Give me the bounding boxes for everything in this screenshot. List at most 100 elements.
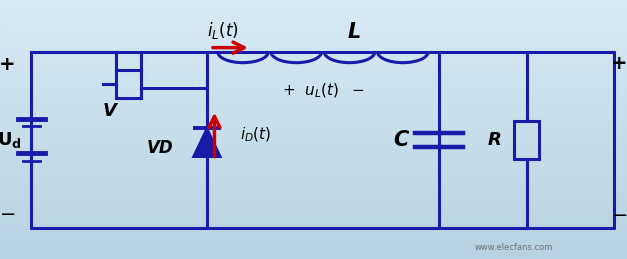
- Bar: [0, 91, 627, 93]
- Bar: [0, 163, 627, 166]
- Bar: [0, 140, 627, 142]
- Bar: [0, 130, 627, 132]
- Polygon shape: [193, 128, 221, 157]
- Bar: [0, 181, 627, 184]
- Bar: [0, 39, 627, 41]
- Bar: [0, 5, 627, 8]
- Text: V: V: [103, 102, 117, 120]
- Text: www.elecfans.com: www.elecfans.com: [475, 243, 553, 252]
- Bar: [0, 93, 627, 96]
- Bar: [0, 109, 627, 111]
- Bar: [0, 166, 627, 168]
- Bar: [0, 192, 627, 194]
- Bar: [514, 121, 539, 159]
- Bar: [0, 254, 627, 256]
- Text: +: +: [611, 54, 627, 73]
- Bar: [0, 168, 627, 171]
- Bar: [0, 65, 627, 67]
- Bar: [0, 18, 627, 21]
- Text: $i_D(t)$: $i_D(t)$: [240, 125, 271, 144]
- Bar: [0, 251, 627, 254]
- Bar: [0, 194, 627, 197]
- Bar: [0, 223, 627, 225]
- Bar: [0, 241, 627, 243]
- Bar: [0, 158, 627, 161]
- Bar: [0, 205, 627, 207]
- Bar: [0, 238, 627, 241]
- Bar: [0, 114, 627, 117]
- Bar: [0, 184, 627, 186]
- Bar: [0, 148, 627, 150]
- Bar: [0, 189, 627, 192]
- Bar: [0, 197, 627, 199]
- Bar: [0, 174, 627, 176]
- Bar: [0, 57, 627, 60]
- Bar: [0, 67, 627, 70]
- Bar: [0, 153, 627, 155]
- Bar: [0, 231, 627, 233]
- Bar: [0, 34, 627, 36]
- Bar: [0, 88, 627, 91]
- Bar: [0, 135, 627, 137]
- Bar: [0, 225, 627, 228]
- Bar: [0, 218, 627, 220]
- Bar: [0, 26, 627, 28]
- Bar: [0, 0, 627, 3]
- Bar: [0, 207, 627, 210]
- Bar: [0, 249, 627, 251]
- Bar: [0, 142, 627, 145]
- Bar: [0, 132, 627, 135]
- Bar: [0, 60, 627, 62]
- Bar: [0, 246, 627, 249]
- Bar: [0, 179, 627, 181]
- Bar: [0, 54, 627, 57]
- Bar: [0, 10, 627, 13]
- Bar: [0, 41, 627, 44]
- Text: VD: VD: [147, 139, 173, 157]
- Bar: [0, 31, 627, 34]
- Bar: [0, 111, 627, 114]
- Bar: [0, 176, 627, 179]
- Bar: [0, 186, 627, 189]
- Bar: [0, 23, 627, 26]
- Bar: [0, 150, 627, 153]
- Bar: [0, 36, 627, 39]
- Bar: [0, 228, 627, 231]
- Bar: [0, 137, 627, 140]
- Bar: [0, 145, 627, 148]
- Bar: [0, 21, 627, 23]
- Text: L: L: [347, 22, 361, 42]
- Text: +: +: [0, 55, 16, 74]
- Bar: [0, 122, 627, 124]
- Bar: [0, 212, 627, 215]
- Bar: [0, 210, 627, 212]
- Bar: [0, 104, 627, 106]
- Bar: [0, 124, 627, 127]
- Text: $-$: $-$: [611, 204, 627, 223]
- Bar: [0, 236, 627, 238]
- Text: $i_L(t)$: $i_L(t)$: [207, 19, 238, 41]
- Bar: [0, 98, 627, 101]
- Bar: [0, 220, 627, 223]
- Bar: [0, 8, 627, 10]
- Bar: [0, 70, 627, 73]
- Text: $\mathbf{U_d}$: $\mathbf{U_d}$: [0, 130, 22, 150]
- Text: C: C: [394, 130, 409, 150]
- Bar: [0, 73, 627, 75]
- Bar: [0, 96, 627, 98]
- Bar: [0, 3, 627, 5]
- Bar: [0, 243, 627, 246]
- Bar: [0, 83, 627, 85]
- Bar: [0, 85, 627, 88]
- Bar: [0, 202, 627, 205]
- Bar: [0, 106, 627, 109]
- Bar: [0, 161, 627, 163]
- Text: $-$: $-$: [0, 203, 16, 222]
- Bar: [0, 127, 627, 130]
- Text: $+\ \ u_L(t)\ \ -$: $+\ \ u_L(t)\ \ -$: [282, 81, 364, 100]
- Bar: [0, 117, 627, 119]
- Bar: [0, 155, 627, 158]
- Bar: [0, 80, 627, 83]
- Bar: [0, 215, 627, 218]
- Bar: [0, 13, 627, 16]
